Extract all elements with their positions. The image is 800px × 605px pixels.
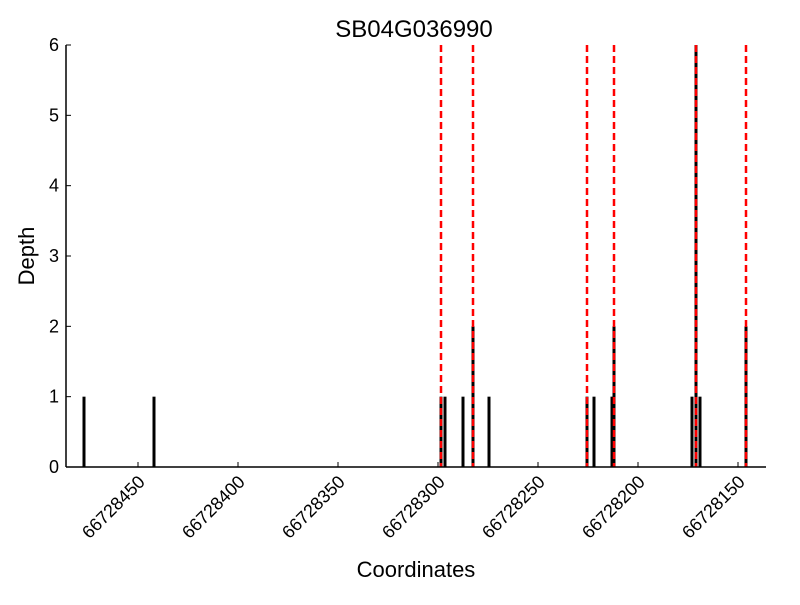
bar [471, 326, 475, 467]
bar [487, 396, 491, 467]
bar [82, 396, 86, 467]
chart-title: SB04G036990 [335, 16, 492, 43]
x-tick-label: 66728250 [478, 472, 549, 543]
x-tick-label: 66728400 [178, 472, 249, 543]
y-tick-label: 3 [49, 246, 59, 266]
bar [690, 396, 694, 467]
bar [744, 326, 748, 467]
y-tick-label: 5 [49, 105, 59, 125]
y-tick-label: 1 [49, 387, 59, 407]
y-tick-label: 0 [49, 457, 59, 477]
x-tick-label: 66728150 [678, 472, 749, 543]
x-tick-label: 66728350 [278, 472, 349, 543]
bar [610, 396, 614, 467]
x-axis-label: Coordinates [357, 557, 476, 582]
x-tick-label: 66728200 [578, 472, 649, 543]
y-axis-label: Depth [14, 227, 39, 286]
bars-layer [82, 45, 748, 467]
bar [592, 396, 596, 467]
x-tick-label: 66728450 [78, 472, 149, 543]
y-tick-label: 6 [49, 35, 59, 55]
bar [612, 326, 616, 467]
y-tick-label: 2 [49, 316, 59, 336]
bar [698, 396, 702, 467]
vlines-layer [439, 45, 748, 467]
bar [152, 396, 156, 467]
axes-layer: 0 1 2 3 4 5 6 66728450 66728400 66728350 66728300 6… [49, 35, 766, 542]
bar [461, 396, 465, 467]
bar [443, 396, 447, 467]
x-tick-label: 66728300 [378, 472, 449, 543]
y-tick-label: 4 [49, 176, 59, 196]
